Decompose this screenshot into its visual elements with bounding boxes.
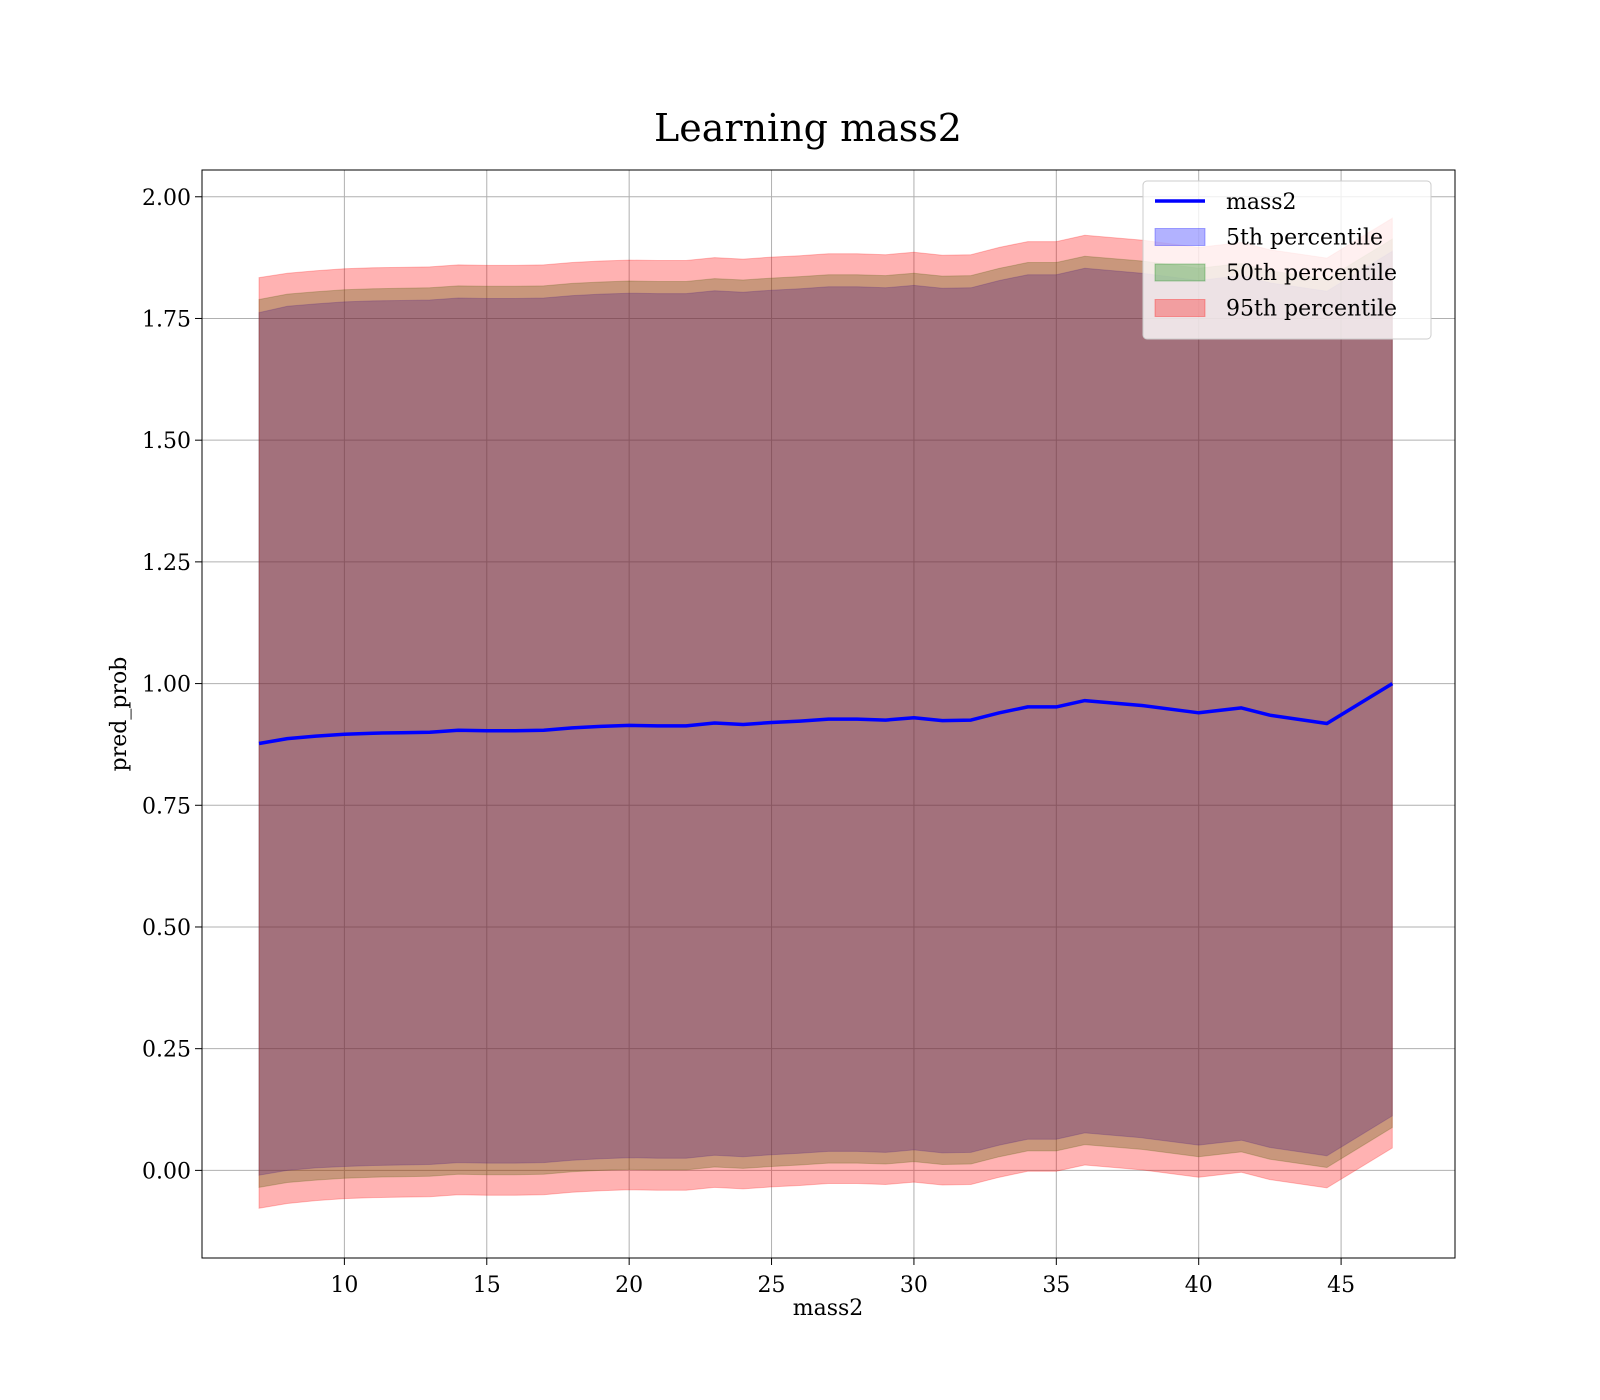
legend-entry: mass2 <box>1155 190 1297 215</box>
y-tick-label: 1.50 <box>142 429 191 454</box>
x-tick-label: 30 <box>900 1273 928 1298</box>
gridlines <box>202 170 1455 1258</box>
legend-label: 5th percentile <box>1226 226 1383 251</box>
legend-label: 50th percentile <box>1226 261 1397 286</box>
band-95th-percentile <box>258 217 1393 1209</box>
legend-swatch <box>1154 263 1206 282</box>
legend-swatch <box>1154 228 1206 246</box>
series-lines <box>258 682 1394 746</box>
y-axis-label: pred_prob <box>107 657 132 772</box>
legend-entry: 50th percentile <box>1154 261 1397 286</box>
x-ticks: 10 15 20 25 30 35 40 45 <box>330 1258 1355 1298</box>
y-ticks: 0.00 0.25 0.50 0.75 1.00 1.25 1.50 1.75 2.00 <box>142 186 202 1184</box>
y-tick-label: 0.25 <box>142 1038 191 1063</box>
y-tick-label: 1.00 <box>142 673 191 698</box>
legend: mass2 5th percentile 50th percentile 95th p… <box>1142 180 1432 340</box>
x-tick-label: 40 <box>1185 1273 1213 1298</box>
legend-label: 95th percentile <box>1226 297 1397 322</box>
band-50th-percentile <box>258 238 1393 1188</box>
x-tick-label: 25 <box>758 1273 786 1298</box>
x-tick-label: 35 <box>1042 1273 1070 1298</box>
x-axis-label: mass2 <box>793 1296 864 1321</box>
percentile-bands <box>258 217 1393 1209</box>
legend-label: mass2 <box>1226 190 1297 215</box>
legend-entry: 5th percentile <box>1154 226 1383 251</box>
y-tick-label: 0.00 <box>142 1159 191 1184</box>
chart-title: Learning mass2 <box>654 106 962 150</box>
y-tick-label: 1.75 <box>142 307 191 332</box>
x-tick-label: 15 <box>473 1273 501 1298</box>
x-tick-label: 10 <box>330 1273 358 1298</box>
y-tick-label: 0.75 <box>142 794 191 819</box>
y-tick-label: 1.25 <box>142 551 191 576</box>
line-mass2 <box>258 682 1394 746</box>
x-tick-label: 45 <box>1327 1273 1355 1298</box>
legend-swatch <box>1154 299 1206 317</box>
band-5th-percentile <box>258 250 1393 1176</box>
legend-box <box>1142 180 1432 340</box>
legend-entry: 95th percentile <box>1154 297 1397 322</box>
y-tick-label: 0.50 <box>142 916 191 941</box>
x-tick-label: 20 <box>615 1273 643 1298</box>
plot-frame <box>201 169 1456 1259</box>
y-tick-label: 2.00 <box>142 186 191 211</box>
